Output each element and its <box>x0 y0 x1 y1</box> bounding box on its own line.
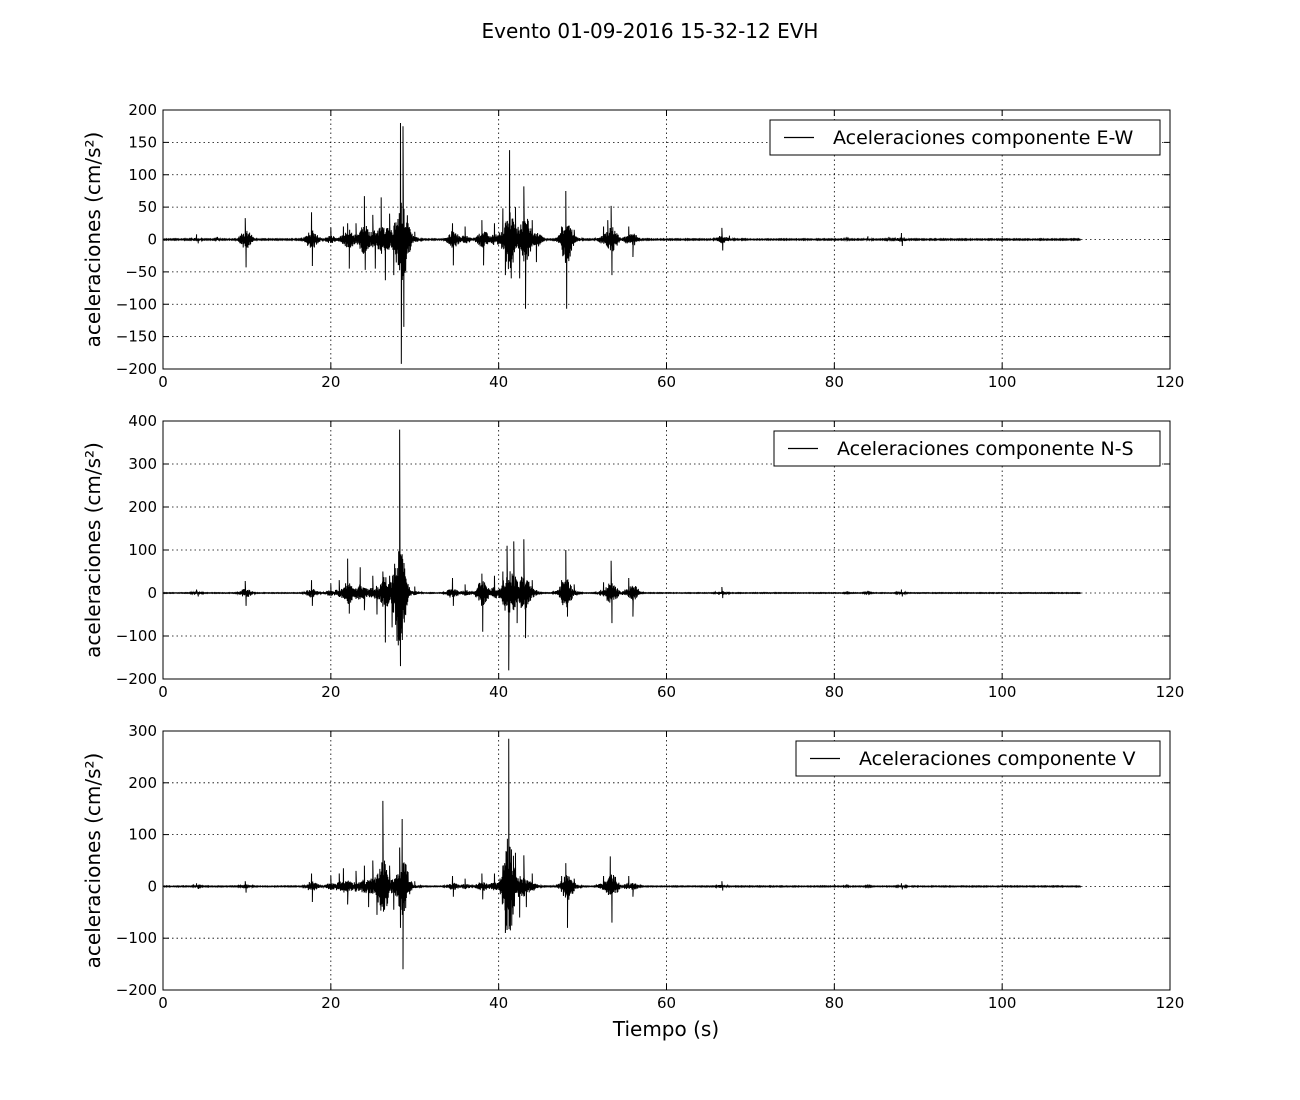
x-tick-label: 0 <box>158 683 168 701</box>
y-tick-label: 300 <box>128 455 157 473</box>
x-tick-label: 120 <box>1156 994 1185 1012</box>
y-tick-label: 0 <box>147 877 157 895</box>
series-line <box>162 122 1082 364</box>
legend: Aceleraciones componente N-S <box>773 430 1161 467</box>
x-tick-label: 120 <box>1156 683 1185 701</box>
legend: Aceleraciones componente E-W <box>769 119 1161 156</box>
y-tick-label: 100 <box>128 826 157 844</box>
x-tick-label: 0 <box>158 373 168 391</box>
x-tick-label: 100 <box>988 683 1017 701</box>
y-axis-label: aceleraciones (cm/s²) <box>81 753 105 969</box>
subplots: 0 20 40 60 80 100 120 −200 −150 −100 −50 0 50 100 150 2… <box>81 101 1184 1012</box>
x-tick-label: 40 <box>489 373 508 391</box>
legend-label: Aceleraciones componente N-S <box>837 438 1134 460</box>
x-tick-label: 120 <box>1156 373 1185 391</box>
x-tick-label: 20 <box>321 683 340 701</box>
y-tick-label: 200 <box>128 498 157 516</box>
x-tick-label: 0 <box>158 994 168 1012</box>
y-tick-label: −200 <box>116 670 157 688</box>
y-tick-label: 100 <box>128 541 157 559</box>
y-tick-label: 100 <box>128 166 157 184</box>
y-tick-label: −100 <box>116 295 157 313</box>
y-tick-label: 150 <box>128 133 157 151</box>
y-tick-label: 400 <box>128 412 157 430</box>
legend-box <box>795 740 1161 777</box>
y-tick-label: −200 <box>116 981 157 999</box>
x-tick-label: 80 <box>825 683 844 701</box>
legend-box <box>773 430 1161 467</box>
x-tick-label: 20 <box>321 373 340 391</box>
y-tick-label: −100 <box>116 627 157 645</box>
y-tick-label: 0 <box>147 584 157 602</box>
subplot-3: 0 20 40 60 80 100 120 −200 −100 0 100 200 300 acelera… <box>81 722 1184 1012</box>
y-tick-label: −100 <box>116 929 157 947</box>
x-axis-label: Tiempo (s) <box>612 1017 719 1041</box>
y-tick-label: −50 <box>125 263 157 281</box>
legend-label: Aceleraciones componente E-W <box>833 127 1134 149</box>
legend-box <box>769 119 1161 156</box>
y-tick-label: −150 <box>116 328 157 346</box>
series-line <box>162 738 1082 970</box>
y-tick-label: 200 <box>128 774 157 792</box>
y-tick-label: 200 <box>128 101 157 119</box>
x-tick-label: 80 <box>825 373 844 391</box>
x-tick-label: 40 <box>489 683 508 701</box>
y-axis-label: aceleraciones (cm/s²) <box>81 442 105 658</box>
legend-label: Aceleraciones componente V <box>859 748 1135 770</box>
x-tick-label: 100 <box>988 994 1017 1012</box>
figure-title: Evento 01-09-2016 15-32-12 EVH <box>482 19 819 43</box>
legend: Aceleraciones componente V <box>795 740 1161 777</box>
x-tick-label: 60 <box>657 683 676 701</box>
y-axis-label: aceleraciones (cm/s²) <box>81 132 105 348</box>
x-tick-label: 80 <box>825 994 844 1012</box>
x-tick-label: 60 <box>657 373 676 391</box>
y-tick-label: 0 <box>147 231 157 249</box>
subplot-2: 0 20 40 60 80 100 120 −200 −100 0 100 200 300 400 acel… <box>81 412 1184 701</box>
subplot-1: 0 20 40 60 80 100 120 −200 −150 −100 −50 0 50 100 150 2… <box>81 101 1184 391</box>
x-tick-label: 100 <box>988 373 1017 391</box>
series-line <box>162 429 1082 671</box>
y-tick-label: 300 <box>128 722 157 740</box>
y-tick-label: −200 <box>116 360 157 378</box>
x-tick-label: 20 <box>321 994 340 1012</box>
x-tick-label: 60 <box>657 994 676 1012</box>
x-tick-label: 40 <box>489 994 508 1012</box>
y-tick-label: 50 <box>138 198 157 216</box>
